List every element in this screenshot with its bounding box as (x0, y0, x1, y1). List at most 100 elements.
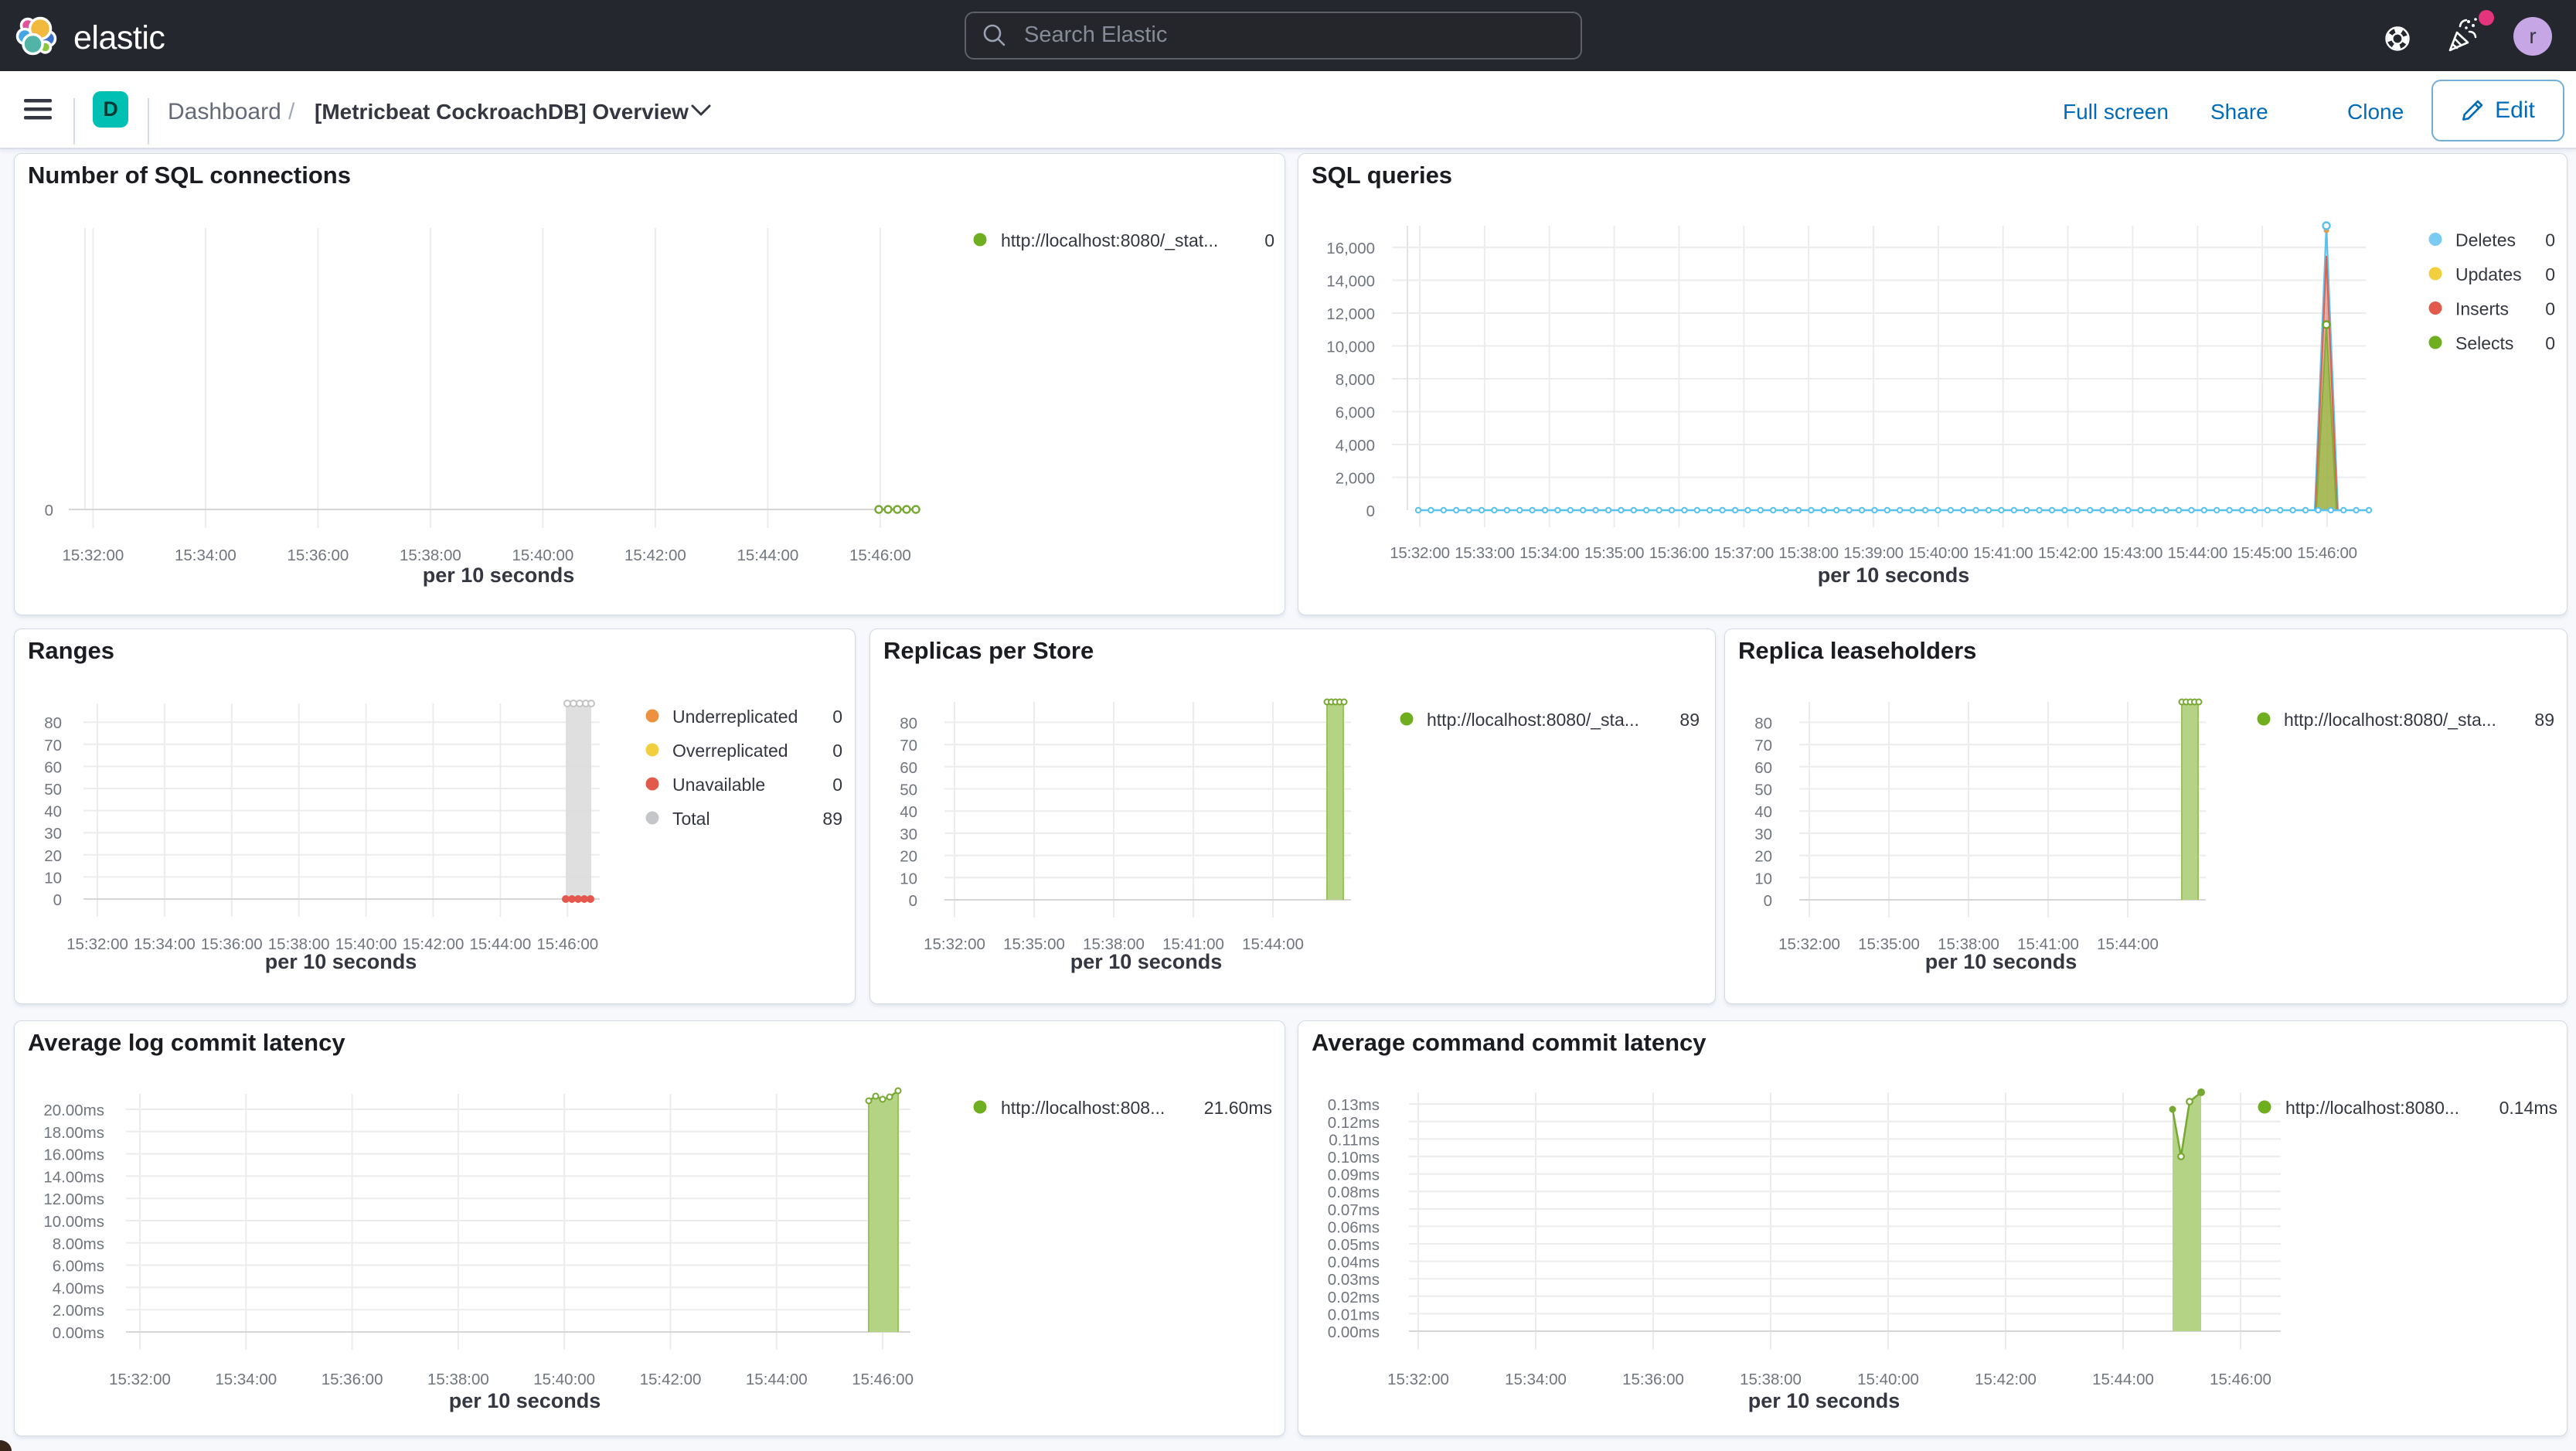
svg-text:per 10 seconds: per 10 seconds (1070, 950, 1223, 973)
svg-text:18.00ms: 18.00ms (43, 1124, 104, 1142)
svg-text:15:40:00: 15:40:00 (335, 935, 397, 953)
svg-text:12,000: 12,000 (1326, 305, 1375, 323)
svg-text:8.00ms: 8.00ms (53, 1235, 104, 1253)
svg-text:6,000: 6,000 (1336, 404, 1375, 422)
svg-text:per 10 seconds: per 10 seconds (449, 1389, 601, 1412)
svg-text:Deletes: Deletes (2455, 230, 2516, 250)
svg-text:14.00ms: 14.00ms (43, 1168, 104, 1186)
svg-text:0.02ms: 0.02ms (1328, 1289, 1380, 1306)
svg-text:0.01ms: 0.01ms (1328, 1306, 1380, 1323)
svg-text:10.00ms: 10.00ms (43, 1213, 104, 1231)
svg-text:20: 20 (44, 847, 62, 865)
svg-text:15:32:00: 15:32:00 (1390, 544, 1449, 562)
svg-text:0.06ms: 0.06ms (1328, 1218, 1380, 1236)
svg-text:60: 60 (1754, 759, 1772, 777)
svg-text:50: 50 (900, 782, 917, 799)
svg-text:15:38:00: 15:38:00 (1740, 1371, 1802, 1388)
svg-text:15:44:00: 15:44:00 (2168, 544, 2227, 562)
svg-text:0: 0 (53, 891, 62, 909)
svg-text:15:35:00: 15:35:00 (1584, 544, 1644, 562)
svg-text:15:44:00: 15:44:00 (469, 935, 531, 953)
svg-text:15:37:00: 15:37:00 (1714, 544, 1774, 562)
svg-text:Updates: Updates (2455, 264, 2522, 284)
svg-text:70: 70 (1754, 737, 1772, 754)
svg-text:Total: Total (672, 809, 710, 829)
svg-text:15:33:00: 15:33:00 (1455, 544, 1514, 562)
svg-text:0: 0 (832, 775, 842, 795)
svg-text:15:32:00: 15:32:00 (109, 1371, 171, 1388)
svg-text:15:34:00: 15:34:00 (134, 935, 196, 953)
svg-text:15:46:00: 15:46:00 (2297, 544, 2357, 562)
svg-text:20.00ms: 20.00ms (43, 1102, 104, 1119)
svg-text:4,000: 4,000 (1336, 437, 1375, 455)
svg-text:10,000: 10,000 (1326, 339, 1375, 356)
svg-text:60: 60 (900, 759, 917, 777)
svg-text:0: 0 (2545, 264, 2555, 284)
svg-text:10: 10 (1754, 870, 1772, 887)
svg-text:40: 40 (44, 803, 62, 821)
svg-text:40: 40 (1754, 803, 1772, 821)
svg-text:15:34:00: 15:34:00 (1505, 1371, 1567, 1388)
svg-text:15:46:00: 15:46:00 (2210, 1371, 2271, 1388)
svg-text:0: 0 (1764, 892, 1772, 910)
svg-text:0: 0 (909, 892, 917, 910)
svg-text:http://localhost:8080/_stat...: http://localhost:8080/_stat... (1001, 230, 1218, 250)
svg-text:15:36:00: 15:36:00 (201, 935, 263, 953)
svg-text:0.05ms: 0.05ms (1328, 1236, 1380, 1254)
svg-text:60: 60 (44, 758, 62, 776)
svg-text:15:44:00: 15:44:00 (737, 547, 798, 564)
svg-text:70: 70 (900, 737, 917, 754)
svg-text:15:44:00: 15:44:00 (1242, 935, 1304, 953)
svg-text:50: 50 (1754, 782, 1772, 799)
svg-text:10: 10 (44, 869, 62, 887)
svg-text:80: 80 (900, 714, 917, 732)
svg-text:15:44:00: 15:44:00 (746, 1371, 808, 1388)
svg-text:15:42:00: 15:42:00 (640, 1371, 702, 1388)
svg-text:70: 70 (44, 737, 62, 754)
svg-text:15:42:00: 15:42:00 (624, 547, 686, 564)
svg-text:89: 89 (2534, 710, 2554, 730)
svg-text:16.00ms: 16.00ms (43, 1146, 104, 1164)
svg-text:0: 0 (45, 502, 53, 519)
svg-text:0.13ms: 0.13ms (1328, 1096, 1380, 1114)
svg-text:0.07ms: 0.07ms (1328, 1201, 1380, 1219)
svg-text:14,000: 14,000 (1326, 273, 1375, 291)
svg-text:15:38:00: 15:38:00 (400, 547, 461, 564)
svg-text:0.03ms: 0.03ms (1328, 1271, 1380, 1289)
svg-text:15:45:00: 15:45:00 (2232, 544, 2292, 562)
svg-text:0.14ms: 0.14ms (2499, 1098, 2557, 1118)
svg-text:15:39:00: 15:39:00 (1843, 544, 1903, 562)
svg-text:15:44:00: 15:44:00 (2097, 935, 2159, 953)
svg-text:per 10 seconds: per 10 seconds (265, 950, 417, 973)
svg-text:15:32:00: 15:32:00 (62, 547, 124, 564)
svg-text:15:41:00: 15:41:00 (2017, 935, 2079, 953)
svg-text:4.00ms: 4.00ms (53, 1279, 104, 1297)
svg-text:15:32:00: 15:32:00 (66, 935, 128, 953)
svg-text:15:41:00: 15:41:00 (1162, 935, 1224, 953)
svg-text:Underreplicated: Underreplicated (672, 707, 798, 727)
svg-text:15:35:00: 15:35:00 (1003, 935, 1065, 953)
svg-text:30: 30 (1754, 826, 1772, 843)
svg-text:15:46:00: 15:46:00 (849, 547, 911, 564)
svg-text:15:35:00: 15:35:00 (1858, 935, 1920, 953)
svg-text:http://localhost:8080...: http://localhost:8080... (2285, 1098, 2459, 1118)
svg-text:0: 0 (832, 707, 842, 727)
svg-text:15:43:00: 15:43:00 (2103, 544, 2163, 562)
svg-text:per 10 seconds: per 10 seconds (423, 564, 575, 587)
svg-text:15:38:00: 15:38:00 (1938, 935, 1999, 953)
svg-text:0.08ms: 0.08ms (1328, 1184, 1380, 1201)
svg-text:15:38:00: 15:38:00 (427, 1371, 489, 1388)
svg-text:15:34:00: 15:34:00 (215, 1371, 277, 1388)
svg-text:http://localhost:808...: http://localhost:808... (1001, 1098, 1165, 1118)
svg-text:15:36:00: 15:36:00 (322, 1371, 383, 1388)
svg-text:15:42:00: 15:42:00 (1975, 1371, 2037, 1388)
svg-text:Selects: Selects (2455, 333, 2513, 353)
svg-text:15:38:00: 15:38:00 (1083, 935, 1145, 953)
svg-text:15:40:00: 15:40:00 (1857, 1371, 1919, 1388)
svg-text:20: 20 (900, 848, 917, 866)
svg-text:10: 10 (900, 870, 917, 887)
svg-text:0.12ms: 0.12ms (1328, 1114, 1380, 1132)
svg-text:89: 89 (822, 809, 842, 829)
svg-text:0: 0 (832, 741, 842, 761)
svg-text:15:34:00: 15:34:00 (1519, 544, 1579, 562)
